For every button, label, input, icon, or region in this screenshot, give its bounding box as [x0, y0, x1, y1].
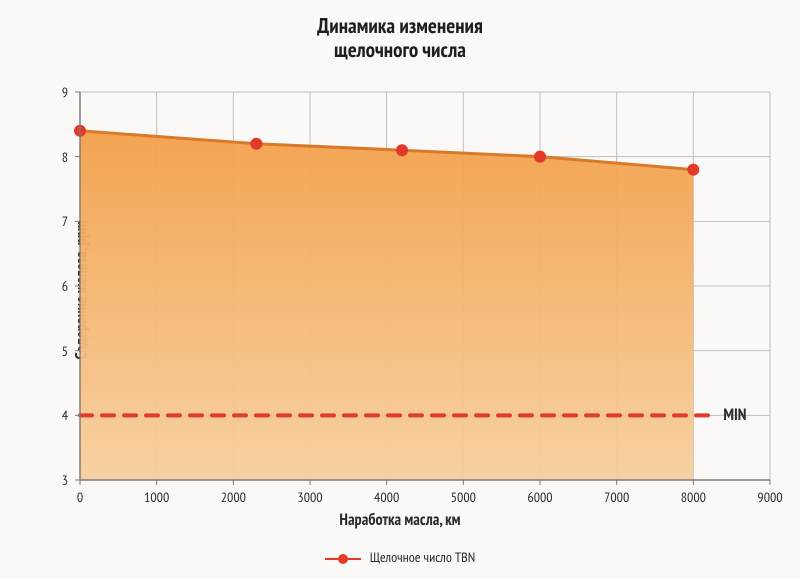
x-tick-label: 8000 [681, 488, 706, 506]
chart-title-line1: Динамика изменения [0, 14, 800, 38]
x-tick-label: 1000 [144, 488, 169, 506]
chart-legend: Щелочное число TBN [0, 548, 800, 566]
y-tick-label: 6 [62, 277, 68, 295]
x-tick-label: 2000 [221, 488, 246, 506]
x-axis-label: Наработка масла, км [0, 510, 800, 530]
chart-title-line2: щелочного числа [0, 38, 800, 62]
x-tick-label: 4000 [374, 488, 399, 506]
x-tick-label: 9000 [757, 488, 782, 506]
x-tick-label: 0 [77, 488, 83, 506]
chart-container: Динамика изменения щелочного числа Содер… [0, 0, 800, 579]
x-tick-label: 3000 [297, 488, 322, 506]
x-tick-label: 5000 [451, 488, 476, 506]
legend-line-icon [325, 558, 361, 560]
threshold-label: MIN [723, 405, 746, 425]
y-tick-label: 8 [62, 148, 68, 166]
y-tick-label: 7 [62, 212, 68, 230]
y-tick-label: 9 [62, 83, 68, 101]
y-tick-label: 4 [62, 406, 68, 424]
x-tick-label: 6000 [527, 488, 552, 506]
x-tick-label: 7000 [604, 488, 629, 506]
legend-label: Щелочное число TBN [370, 548, 476, 566]
chart-plot [80, 92, 770, 480]
y-tick-label: 3 [62, 471, 68, 489]
chart-title: Динамика изменения щелочного числа [0, 14, 800, 62]
y-tick-label: 5 [62, 342, 68, 360]
